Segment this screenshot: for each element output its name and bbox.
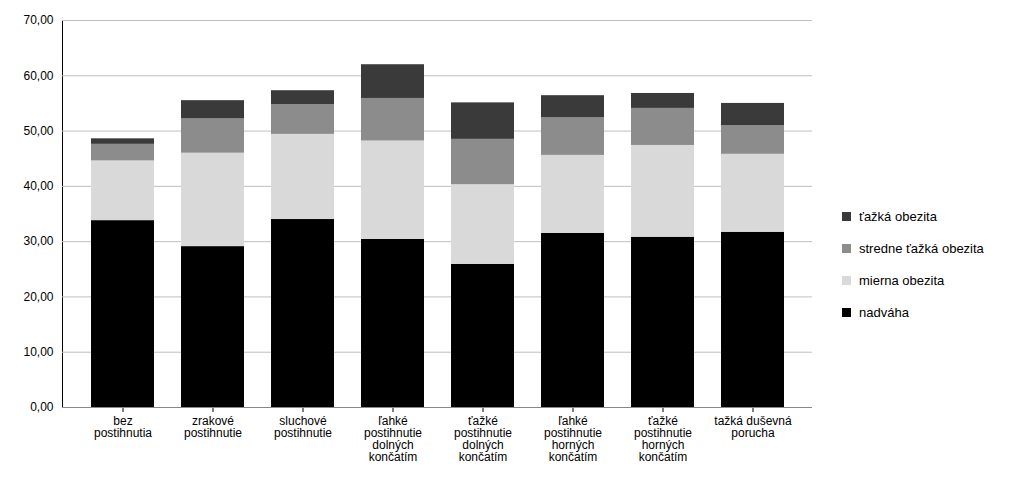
svg-text:40,00: 40,00 [23,179,53,193]
svg-text:zrakovépostihnutie: zrakovépostihnutie [184,414,242,440]
html-text:ťažká obezita: ťažká obezita [859,208,937,224]
svg-text:50,00: 50,00 [23,124,53,138]
svg-text:ľahképostihnutiedolnýchkončatí: ľahképostihnutiedolnýchkončatím [364,414,422,464]
svg-text:sluchovépostihnutie: sluchovépostihnutie [274,414,332,440]
svg-text:ľahképostihnutiehornýchkončatí: ľahképostihnutiehornýchkončatím [544,414,602,464]
svg-text:30,00: 30,00 [23,234,53,248]
html-text:stredne ťažká obezita: stredne ťažká obezita [859,240,984,256]
svg-text:bezpostihnutia: bezpostihnutia [94,414,152,440]
svg-text:60,00: 60,00 [23,69,53,83]
html-text:mierna obezita: mierna obezita [859,272,945,288]
svg-text:0,00: 0,00 [30,400,54,414]
svg-text:tažká duševnáporucha: tažká duševnáporucha [714,414,792,440]
svg-text:20,00: 20,00 [23,290,53,304]
svg-text:ťažképostihnutiedolnýchkončatí: ťažképostihnutiedolnýchkončatím [454,414,512,464]
svg-text:70,00: 70,00 [23,13,53,27]
svg-text:ťažképostihnutiehornýchkončatí: ťažképostihnutiehornýchkončatím [634,414,692,464]
html-text:nadváha: nadváha [859,304,909,320]
svg-text:10,00: 10,00 [23,345,53,359]
